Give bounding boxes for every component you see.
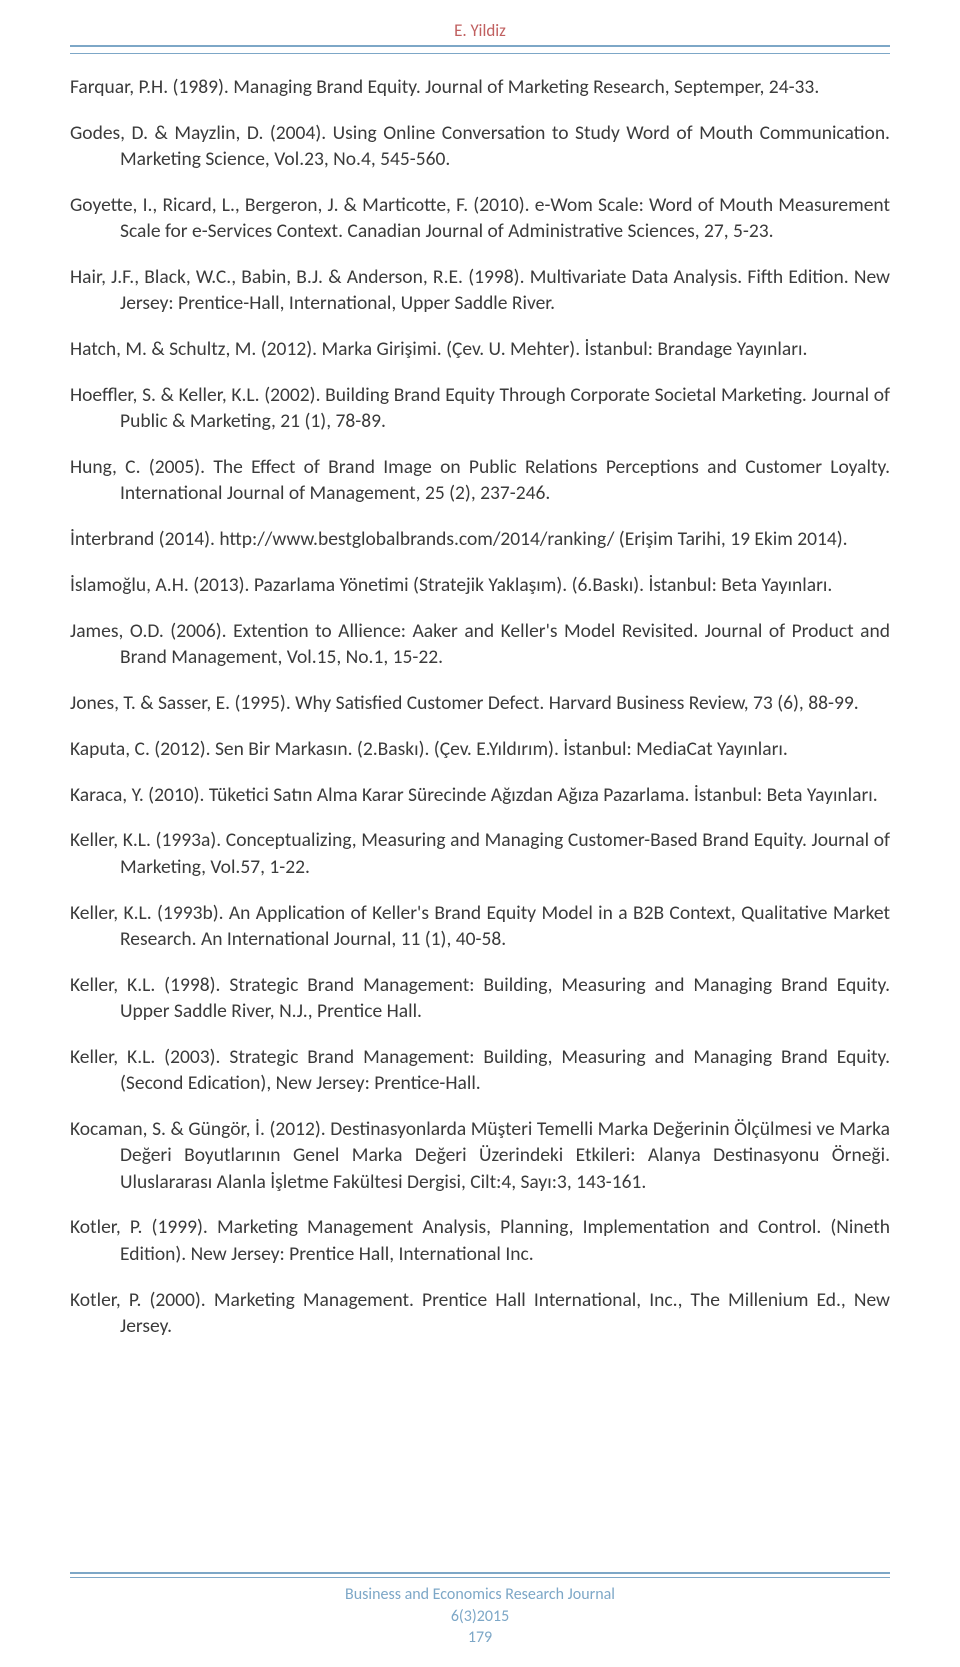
- reference-entry: Goyette, I., Ricard, L., Bergeron, J. & …: [70, 192, 890, 245]
- reference-entry: Hair, J.F., Black, W.C., Babin, B.J. & A…: [70, 264, 890, 317]
- page-container: E. Yildiz Farquar, P.H. (1989). Managing…: [0, 0, 960, 1667]
- page-footer: Business and Economics Research Journal …: [70, 1572, 890, 1649]
- reference-entry: İnterbrand (2014). http://www.bestglobal…: [70, 526, 890, 552]
- reference-entry: Kotler, P. (1999). Marketing Management …: [70, 1214, 890, 1267]
- reference-entry: Keller, K.L. (2003). Strategic Brand Man…: [70, 1044, 890, 1097]
- reference-entry: Keller, K.L. (1998). Strategic Brand Man…: [70, 972, 890, 1025]
- footer-rule-thick: [70, 1572, 890, 1574]
- reference-entry: Karaca, Y. (2010). Tüketici Satın Alma K…: [70, 782, 890, 808]
- header-author: E. Yildiz: [70, 20, 890, 41]
- footer-page-number: 179: [70, 1627, 890, 1649]
- header-rule-thin: [70, 53, 890, 54]
- reference-entry: Hoeffler, S. & Keller, K.L. (2002). Buil…: [70, 382, 890, 435]
- reference-entry: Keller, K.L. (1993a). Conceptualizing, M…: [70, 827, 890, 880]
- reference-entry: Hatch, M. & Schultz, M. (2012). Marka Gi…: [70, 336, 890, 362]
- reference-entry: Jones, T. & Sasser, E. (1995). Why Satis…: [70, 690, 890, 716]
- reference-entry: Kotler, P. (2000). Marketing Management.…: [70, 1287, 890, 1340]
- reference-entry: Farquar, P.H. (1989). Managing Brand Equ…: [70, 74, 890, 100]
- reference-entry: Kaputa, C. (2012). Sen Bir Markasın. (2.…: [70, 736, 890, 762]
- footer-journal: Business and Economics Research Journal: [70, 1584, 890, 1606]
- footer-issue: 6(3)2015: [70, 1606, 890, 1628]
- reference-entry: İslamoğlu, A.H. (2013). Pazarlama Yöneti…: [70, 572, 890, 598]
- reference-entry: James, O.D. (2006). Extention to Allienc…: [70, 618, 890, 671]
- header-rule-thick: [70, 45, 890, 47]
- reference-list: Farquar, P.H. (1989). Managing Brand Equ…: [70, 74, 890, 1339]
- reference-entry: Hung, C. (2005). The Effect of Brand Ima…: [70, 454, 890, 507]
- footer-rule-thin: [70, 1577, 890, 1578]
- reference-entry: Kocaman, S. & Güngör, İ. (2012). Destina…: [70, 1116, 890, 1195]
- reference-entry: Keller, K.L. (1993b). An Application of …: [70, 900, 890, 953]
- reference-entry: Godes, D. & Mayzlin, D. (2004). Using On…: [70, 120, 890, 173]
